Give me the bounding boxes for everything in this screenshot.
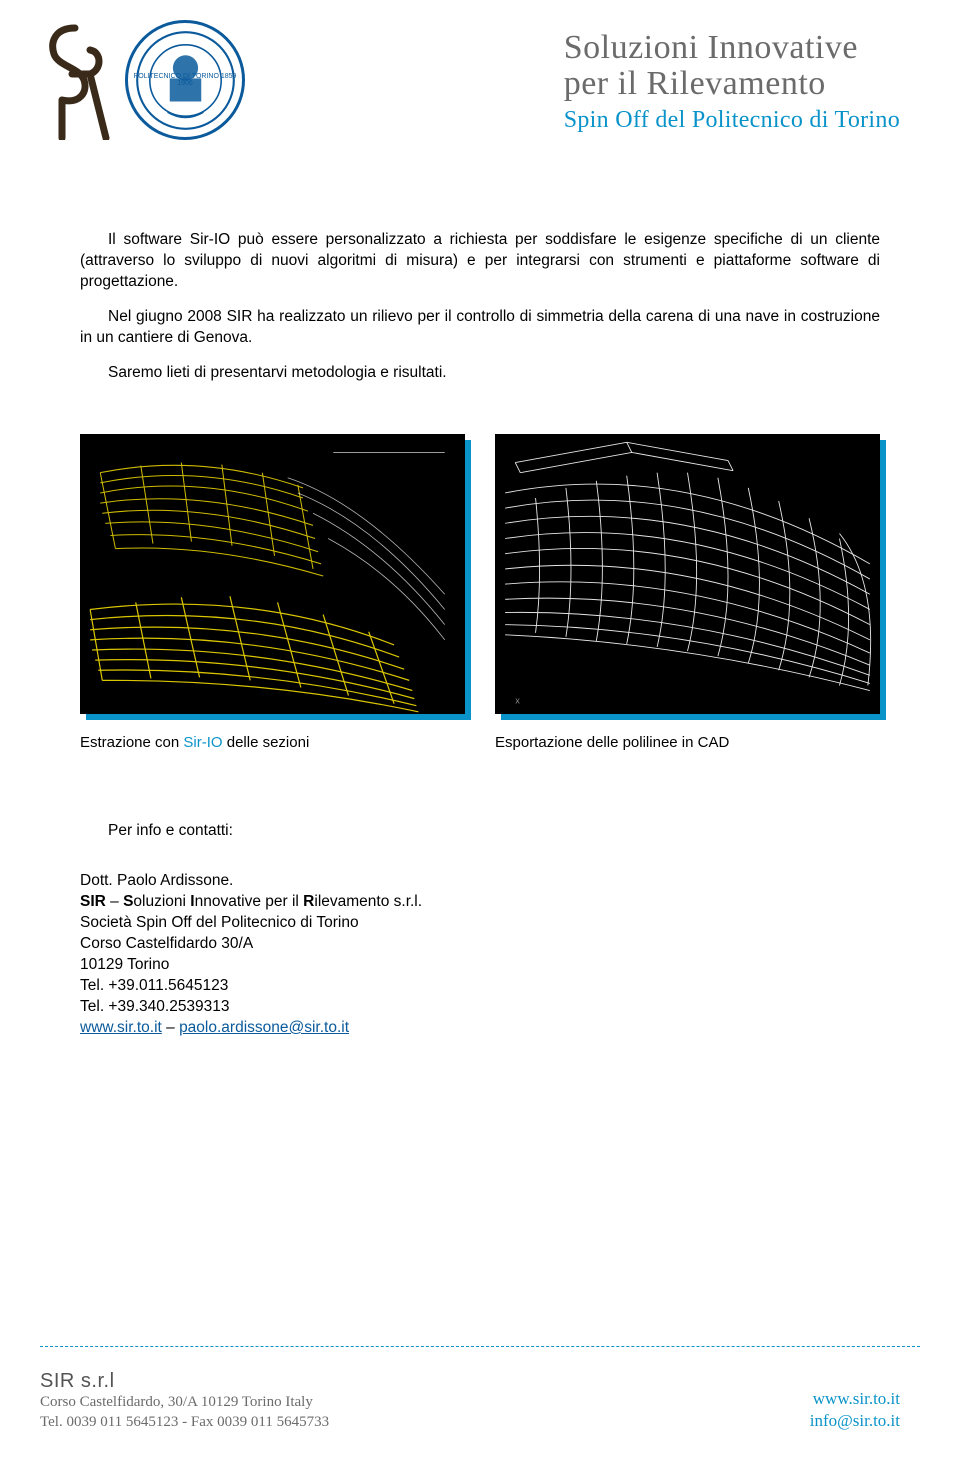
contact-block: Per info e contatti: Dott. Paolo Ardisso… [80, 821, 880, 1039]
figure-left [80, 434, 465, 714]
footer-email: info@sir.to.it [810, 1410, 900, 1432]
caption-sirio: Sir-IO [183, 734, 222, 751]
contact-heading: Per info e contatti: [108, 821, 880, 842]
caption-left: Estrazione con Sir-IO delle sezioni [80, 734, 465, 751]
footer-tel: Tel. 0039 011 5645123 - Fax 0039 011 564… [40, 1413, 329, 1433]
page-footer: SIR s.r.l Corso Castelfidardo, 30/A 1012… [40, 1370, 900, 1432]
logo-politecnico-icon: POLITECNICO DI TORINO 1859 1906 [125, 20, 245, 140]
header-title: Soluzioni Innovative per il Rilevamento … [564, 20, 900, 134]
logo-sr-icon [40, 20, 110, 140]
figure-right: x [495, 434, 880, 714]
contact-zipcity: 10129 Torino [80, 955, 880, 976]
footer-company-name: SIR s.r.l [40, 1370, 329, 1393]
footer-address: Corso Castelfidardo, 30/A 10129 Torino I… [40, 1393, 329, 1413]
contact-email-link[interactable]: paolo.ardissone@sir.to.it [179, 1019, 349, 1036]
header-title-line1a: Soluzioni Innovative [564, 30, 900, 66]
contact-address: Corso Castelfidardo 30/A [80, 934, 880, 955]
figures-row: x [80, 434, 880, 714]
header-subtitle: Spin Off del Politecnico di Torino [564, 107, 900, 134]
footer-web: www.sir.to.it [810, 1388, 900, 1410]
axis-label-x: x [515, 695, 520, 705]
paragraph-2: Nel giugno 2008 SIR ha realizzato un ril… [80, 307, 880, 349]
contact-company: SIR – Soluzioni Innovative per il Rileva… [80, 892, 880, 913]
footer-divider [40, 1346, 920, 1347]
figure-image-polylines: x [495, 434, 880, 714]
paragraph-1: Il software Sir-IO può essere personaliz… [80, 230, 880, 293]
paragraph-3: Saremo lieti di presentarvi metodologia … [80, 363, 880, 384]
caption-right: Esportazione delle polilinee in CAD [495, 734, 880, 751]
contact-links: www.sir.to.it – paolo.ardissone@sir.to.i… [80, 1018, 880, 1039]
header-title-line1b: per il Rilevamento [564, 66, 900, 102]
contact-spinoff: Società Spin Off del Politecnico di Tori… [80, 913, 880, 934]
contact-name: Dott. Paolo Ardissone. [80, 871, 880, 892]
figure-image-sections [80, 434, 465, 714]
contact-tel2: Tel. +39.340.2539313 [80, 997, 880, 1018]
page-header: POLITECNICO DI TORINO 1859 1906 Soluzion… [0, 0, 960, 150]
footer-left: SIR s.r.l Corso Castelfidardo, 30/A 1012… [40, 1370, 329, 1432]
page-content: Il software Sir-IO può essere personaliz… [0, 150, 960, 1039]
contact-web-link[interactable]: www.sir.to.it [80, 1019, 162, 1036]
captions-row: Estrazione con Sir-IO delle sezioni Espo… [80, 734, 880, 751]
footer-right: www.sir.to.it info@sir.to.it [810, 1388, 900, 1432]
contact-tel1: Tel. +39.011.5645123 [80, 976, 880, 997]
